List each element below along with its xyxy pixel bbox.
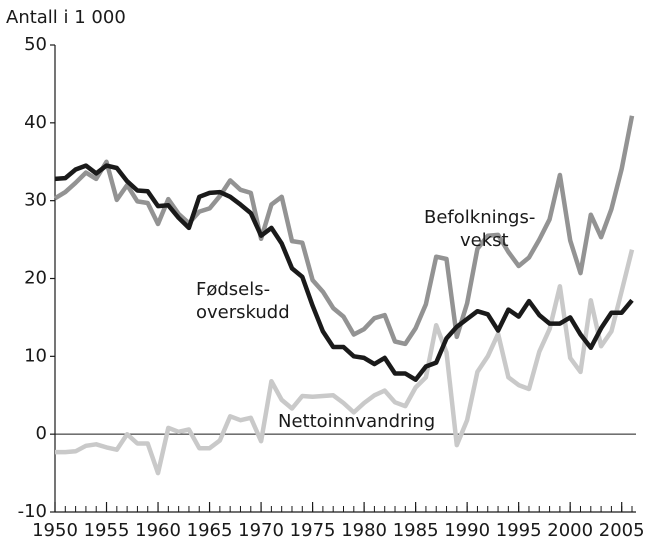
y-tick-label: 20 (24, 268, 47, 289)
series-line (53, 115, 635, 347)
x-tick-label: 1965 (187, 520, 233, 541)
series-label: Nettoinnvandring (278, 411, 435, 432)
series-line (54, 163, 634, 382)
series-label-line: overskudd (196, 302, 290, 323)
y-tick-label: 30 (24, 190, 47, 211)
series-label-line: Nettoinnvandring (278, 411, 435, 432)
series-label-line: vekst (460, 230, 509, 251)
y-tick-label: 50 (24, 34, 47, 55)
x-tick-label: 1995 (496, 520, 542, 541)
y-tick-label: 40 (24, 112, 47, 133)
y-tick-label: -10 (18, 501, 47, 522)
x-tick-label: 1975 (290, 520, 336, 541)
y-tick-label: 0 (36, 423, 47, 444)
x-tick-label: 1990 (444, 520, 490, 541)
x-tick-label: 1970 (238, 520, 284, 541)
y-axis-label: Antall i 1 000 (6, 7, 126, 28)
series-label-line: Fødsels- (196, 279, 270, 300)
x-tick-label: 1950 (32, 520, 78, 541)
series-label: Befolknings-vekst (424, 207, 535, 251)
x-tick-label: 1980 (341, 520, 387, 541)
x-tick-label: 2005 (599, 520, 645, 541)
x-tick-label: 1985 (393, 520, 439, 541)
x-tick-label: 1955 (84, 520, 130, 541)
y-tick-label: 10 (24, 345, 47, 366)
series-line (55, 249, 635, 476)
x-tick-label: 1960 (135, 520, 181, 541)
series-label-line: Befolknings- (424, 207, 535, 228)
x-tick-label: 2000 (547, 520, 593, 541)
series-label: Fødsels-overskudd (196, 279, 290, 323)
